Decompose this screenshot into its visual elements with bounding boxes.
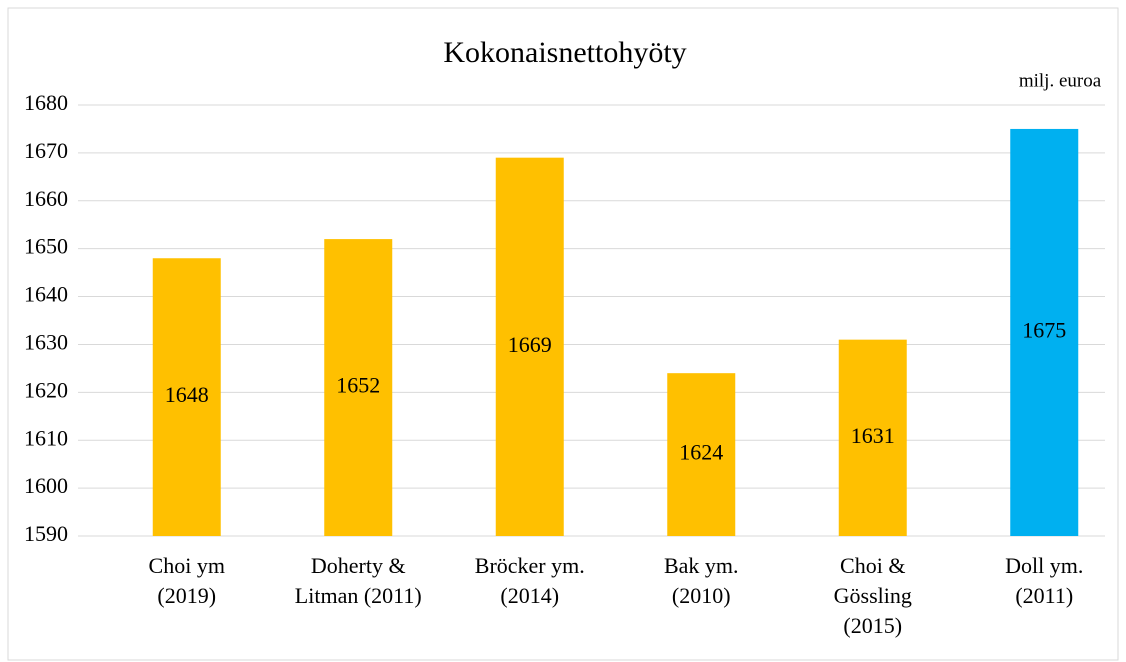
x-tick-label: Choi & — [840, 553, 905, 578]
x-tick-label: (2010) — [672, 583, 731, 608]
x-tick-label: Doherty & — [311, 553, 406, 578]
bar — [324, 239, 393, 537]
bar — [667, 373, 736, 536]
x-tick-label: Gössling — [834, 583, 912, 608]
y-tick-label: 1620 — [24, 377, 68, 402]
chart-title: Kokonaisnettohyöty — [443, 36, 686, 69]
y-tick-label: 1640 — [24, 282, 68, 307]
data-label: 1669 — [508, 332, 552, 357]
data-label: 1624 — [679, 440, 723, 465]
y-tick-label: 1680 — [24, 90, 68, 115]
y-tick-label: 1590 — [24, 521, 68, 546]
unit-label: milj. euroa — [1019, 70, 1102, 91]
bar — [152, 258, 221, 536]
y-tick-label: 1660 — [24, 186, 68, 211]
data-label: 1652 — [336, 373, 380, 398]
bar — [495, 157, 564, 536]
y-tick-label: 1670 — [24, 138, 68, 163]
x-tick-label: (2011) — [1015, 583, 1073, 608]
x-tick-label: Choi ym — [149, 553, 225, 578]
x-tick-label: (2019) — [157, 583, 216, 608]
x-tick-label: Doll ym. — [1005, 553, 1083, 578]
y-tick-label: 1650 — [24, 234, 68, 259]
bar — [1010, 128, 1079, 536]
bar — [838, 339, 907, 536]
data-label: 1648 — [165, 382, 209, 407]
x-tick-label: (2014) — [500, 583, 559, 608]
data-label: 1675 — [1022, 318, 1066, 343]
y-tick-label: 1610 — [24, 425, 68, 450]
y-tick-label: 1600 — [24, 473, 68, 498]
x-tick-label: (2015) — [843, 613, 902, 638]
x-tick-label: Bröcker ym. — [475, 553, 585, 578]
x-tick-label: Litman (2011) — [295, 583, 422, 608]
y-tick-label: 1630 — [24, 329, 68, 354]
x-tick-label: Bak ym. — [664, 553, 739, 578]
data-label: 1631 — [851, 423, 895, 448]
